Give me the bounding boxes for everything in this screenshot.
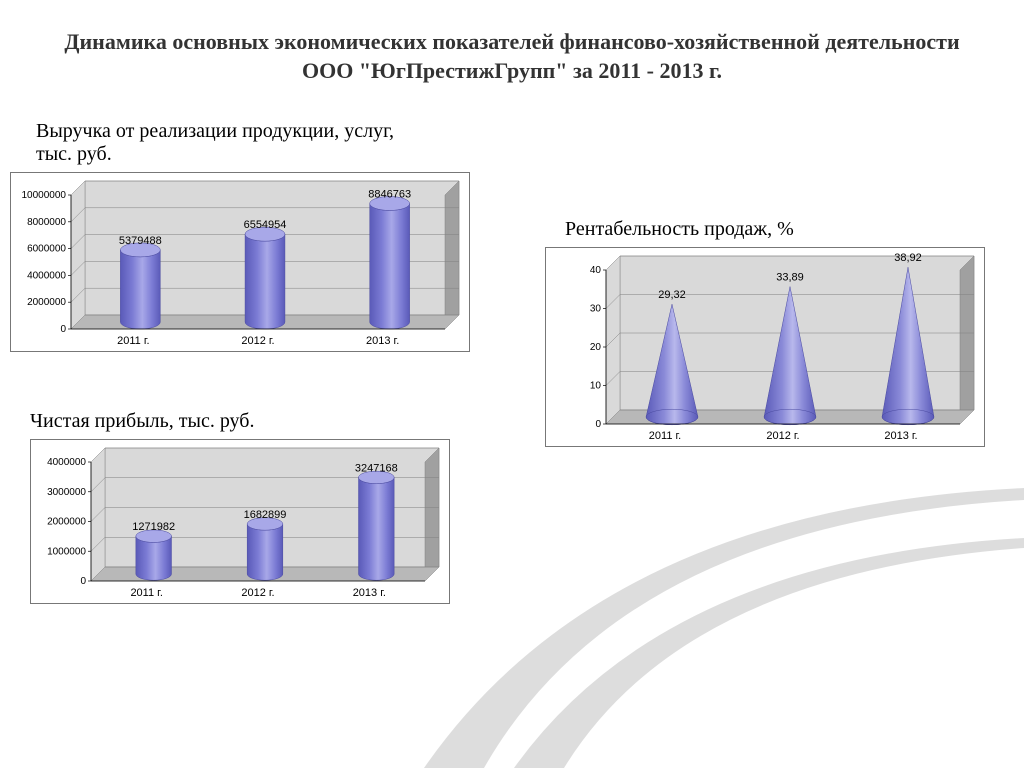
data-label: 33,89 bbox=[776, 272, 804, 284]
chart-net_profit-svg: 0 1000000 2000000 3000000 4000000 1271982 2011… bbox=[31, 440, 449, 603]
svg-text:10000000: 10000000 bbox=[22, 190, 67, 201]
svg-text:4000000: 4000000 bbox=[47, 457, 86, 468]
x-label: 2012 г. bbox=[241, 587, 274, 599]
x-label: 2013 г. bbox=[884, 430, 917, 442]
svg-text:40: 40 bbox=[590, 265, 602, 276]
data-label: 6554954 bbox=[244, 219, 287, 231]
data-label: 3247168 bbox=[355, 462, 398, 474]
data-label: 38,92 bbox=[894, 252, 922, 264]
svg-text:10: 10 bbox=[590, 381, 602, 392]
svg-text:4000000: 4000000 bbox=[27, 270, 66, 281]
svg-text:0: 0 bbox=[595, 419, 601, 430]
svg-text:0: 0 bbox=[80, 576, 86, 587]
revenue-title: Выручка от реализации продукции, услуг, … bbox=[36, 120, 416, 166]
profitability-title: Рентабельность продаж, % bbox=[565, 218, 985, 241]
svg-text:6000000: 6000000 bbox=[27, 244, 66, 255]
svg-text:8000000: 8000000 bbox=[27, 217, 66, 228]
revenue-chart: 0 2000000 4000000 6000000 8000000 10000000 537… bbox=[10, 172, 470, 352]
svg-text:2000000: 2000000 bbox=[47, 517, 86, 528]
svg-text:30: 30 bbox=[590, 304, 602, 315]
x-label: 2012 г. bbox=[766, 430, 799, 442]
x-label: 2013 г. bbox=[366, 335, 399, 347]
x-label: 2012 г. bbox=[241, 335, 274, 347]
data-label: 1682899 bbox=[244, 509, 287, 521]
svg-text:0: 0 bbox=[60, 324, 66, 335]
data-label: 5379488 bbox=[119, 235, 162, 247]
profitability-block: Рентабельность продаж, % 0 10 20 30 40 29,32 2… bbox=[545, 218, 985, 447]
revenue-block: Выручка от реализации продукции, услуг, … bbox=[10, 120, 470, 352]
data-label: 8846763 bbox=[368, 188, 411, 200]
svg-text:2000000: 2000000 bbox=[27, 297, 66, 308]
x-label: 2013 г. bbox=[353, 587, 386, 599]
page-title: Динамика основных экономических показате… bbox=[0, 0, 1024, 95]
x-label: 2011 г. bbox=[117, 335, 149, 347]
data-label: 29,32 bbox=[658, 289, 686, 301]
background-swoosh bbox=[424, 448, 1024, 768]
netprofit-title: Чистая прибыль, тыс. руб. bbox=[30, 410, 450, 433]
chart-revenue-svg: 0 2000000 4000000 6000000 8000000 10000000 537… bbox=[11, 173, 469, 351]
data-label: 1271982 bbox=[132, 521, 175, 533]
profitability-chart: 0 10 20 30 40 29,32 2011 г. 33,89 2012 г. 38,92 20… bbox=[545, 247, 985, 447]
chart-profitability-svg: 0 10 20 30 40 29,32 2011 г. 33,89 2012 г. 38,92 20… bbox=[546, 248, 984, 446]
x-label: 2011 г. bbox=[130, 587, 162, 599]
netprofit-block: Чистая прибыль, тыс. руб. 0 1000000 200000… bbox=[30, 410, 450, 604]
svg-text:1000000: 1000000 bbox=[47, 546, 86, 557]
x-label: 2011 г. bbox=[649, 430, 681, 442]
svg-text:20: 20 bbox=[590, 342, 602, 353]
netprofit-chart: 0 1000000 2000000 3000000 4000000 1271982 2011… bbox=[30, 439, 450, 604]
svg-text:3000000: 3000000 bbox=[47, 487, 86, 498]
